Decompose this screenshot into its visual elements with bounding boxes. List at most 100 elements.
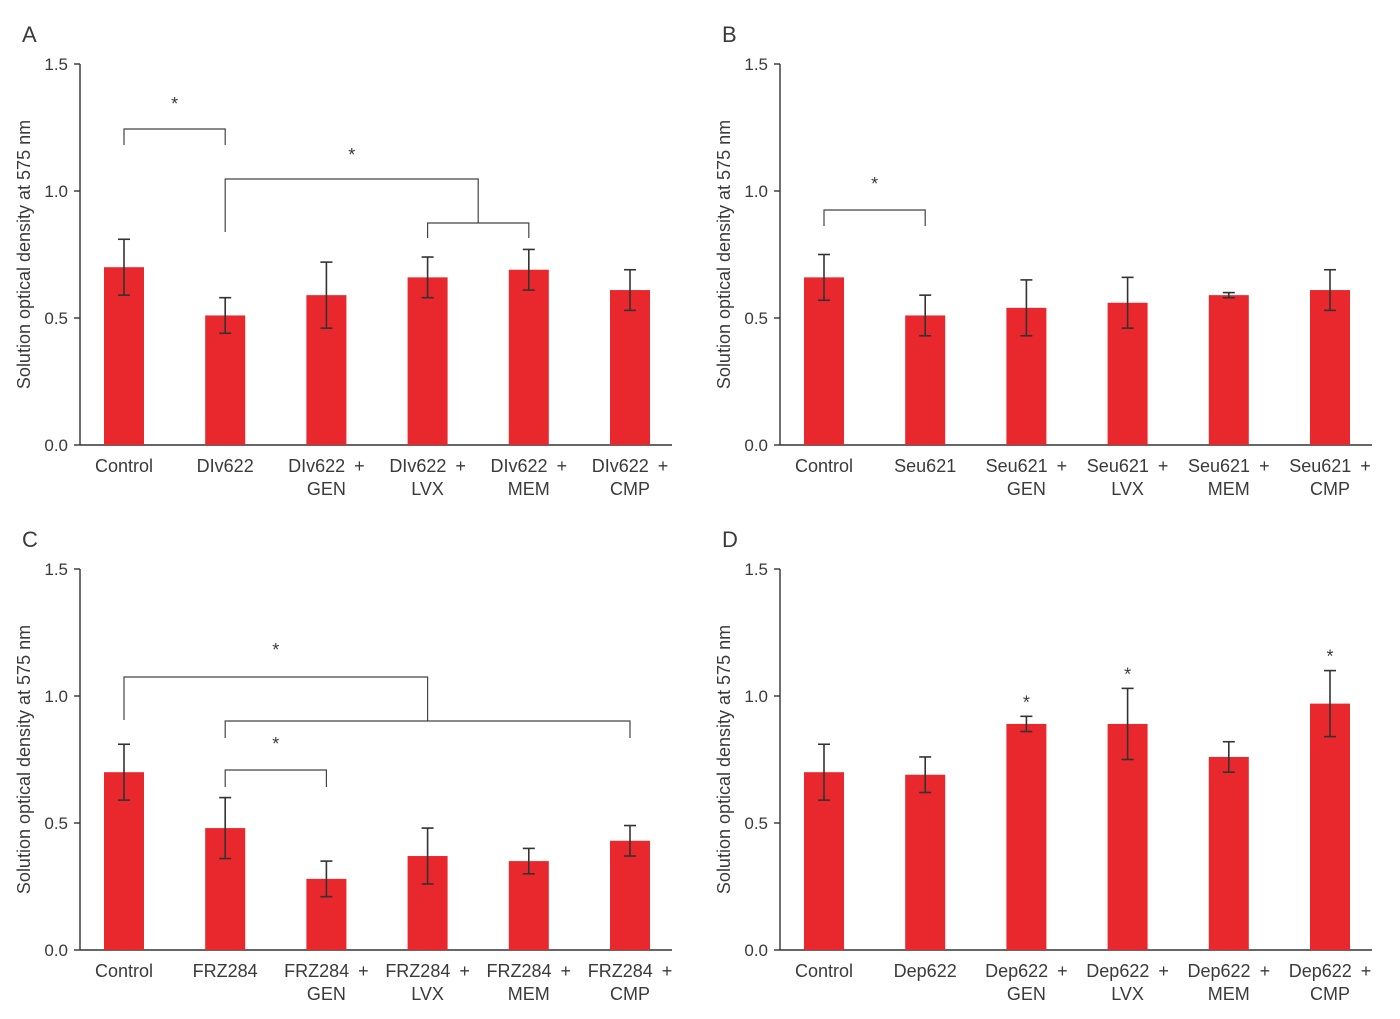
x-tick-label: Seu621 + — [1289, 456, 1371, 476]
y-tick-label: 0.0 — [44, 941, 68, 960]
x-tick-label: Dep622 — [894, 961, 957, 981]
bar — [1208, 295, 1249, 445]
x-tick-label: GEN — [307, 984, 346, 1004]
bar — [1310, 290, 1350, 445]
significance-bracket: * — [123, 640, 631, 738]
x-tick-label: LVX — [411, 479, 444, 499]
y-tick-label: 0.0 — [44, 436, 68, 455]
bar — [905, 315, 946, 445]
bar — [508, 269, 549, 445]
x-tick-label: Seu621 + — [1188, 456, 1270, 476]
x-tick-label: Control — [95, 456, 153, 476]
bar — [508, 861, 549, 950]
bar — [804, 772, 844, 950]
significance-star: * — [1023, 692, 1030, 712]
x-tick-label: LVX — [1111, 984, 1144, 1004]
x-tick-label: LVX — [411, 984, 444, 1004]
significance-bracket: * — [224, 145, 530, 238]
x-tick-label: MEM — [508, 479, 550, 499]
panel-a: A 0.0 0.5 1.0 1.5 Solution optical density at… — [14, 22, 672, 499]
x-tick-label: Seu621 + — [1087, 456, 1169, 476]
significance-bracket: * — [123, 94, 226, 145]
bar — [610, 840, 650, 950]
x-tick-label: CMP — [610, 984, 650, 1004]
x-tick-label: Control — [95, 961, 153, 981]
y-tick-label: 0.0 — [744, 941, 768, 960]
x-tick-label: CMP — [1310, 479, 1350, 499]
x-tick-label: DIv622 + — [592, 456, 669, 476]
x-tick-label: LVX — [1111, 479, 1144, 499]
x-tick-label: FRZ284 + — [487, 961, 572, 981]
y-tick-label: 1.5 — [44, 55, 68, 74]
bar — [104, 772, 144, 950]
x-tick-label: DIv622 + — [389, 456, 466, 476]
panel-letter: C — [22, 527, 38, 552]
y-tick-label: 0.5 — [744, 309, 768, 328]
y-tick-label: 1.0 — [44, 687, 68, 706]
y-tick-label: 1.0 — [44, 182, 68, 201]
x-tick-label: Dep622 + — [1188, 961, 1271, 981]
significance-bracket: * — [224, 734, 327, 787]
x-tick-label: GEN — [307, 479, 346, 499]
x-tick-label: MEM — [1208, 479, 1250, 499]
panel-d: D 0.0 0.5 1.0 1.5 Solution optical density at… — [714, 527, 1372, 1004]
x-tick-label: DIv622 + — [288, 456, 365, 476]
y-tick-label: 1.0 — [744, 687, 768, 706]
bar — [205, 315, 246, 445]
y-tick-label: 1.0 — [744, 182, 768, 201]
x-tick-label: CMP — [1310, 984, 1350, 1004]
x-tick-label: Dep622 + — [985, 961, 1068, 981]
x-tick-label: Dep622 + — [1086, 961, 1169, 981]
significance-star: * — [1124, 664, 1131, 684]
y-axis-label: Solution optical density at 575 nm — [714, 625, 734, 894]
y-tick-label: 1.5 — [744, 55, 768, 74]
y-axis-label: Solution optical density at 575 nm — [714, 120, 734, 389]
x-tick-label: DIv622 + — [491, 456, 568, 476]
bar — [804, 277, 844, 445]
bar — [1208, 756, 1249, 950]
bar — [407, 277, 448, 445]
x-tick-label: Control — [795, 456, 853, 476]
x-tick-label: FRZ284 + — [588, 961, 673, 981]
significance-star: * — [871, 174, 878, 194]
panel-letter: A — [22, 22, 37, 47]
x-tick-label: Seu621 + — [986, 456, 1068, 476]
x-tick-label: GEN — [1007, 479, 1046, 499]
x-tick-label: Control — [795, 961, 853, 981]
y-tick-label: 0.5 — [44, 309, 68, 328]
x-tick-label: FRZ284 + — [284, 961, 369, 981]
x-tick-label: FRZ284 — [193, 961, 258, 981]
y-tick-label: 0.5 — [744, 814, 768, 833]
x-tick-label: MEM — [1208, 984, 1250, 1004]
y-tick-label: 0.0 — [744, 436, 768, 455]
significance-star: * — [348, 145, 355, 165]
bar — [610, 290, 650, 445]
x-tick-label: FRZ284 + — [385, 961, 470, 981]
x-tick-label: MEM — [508, 984, 550, 1004]
significance-star: * — [171, 94, 178, 114]
bar — [905, 774, 946, 950]
significance-star: * — [272, 734, 279, 754]
panel-c: C 0.0 0.5 1.0 1.5 Solution optical density at… — [14, 527, 672, 1004]
panel-letter: D — [722, 527, 738, 552]
panel-b: B 0.0 0.5 1.0 1.5 Solution optical density at… — [714, 22, 1372, 499]
x-tick-label: Seu621 — [894, 456, 956, 476]
y-tick-label: 1.5 — [744, 560, 768, 579]
x-tick-label: DIv622 — [197, 456, 254, 476]
panel-letter: B — [722, 22, 737, 47]
y-tick-label: 0.5 — [44, 814, 68, 833]
y-axis-label: Solution optical density at 575 nm — [14, 625, 34, 894]
significance-bracket: * — [823, 174, 926, 226]
significance-star: * — [1326, 647, 1333, 667]
x-tick-label: CMP — [610, 479, 650, 499]
significance-star: * — [272, 640, 279, 660]
bar — [1006, 723, 1047, 950]
bar — [104, 267, 144, 445]
x-tick-label: Dep622 + — [1289, 961, 1372, 981]
x-tick-label: GEN — [1007, 984, 1046, 1004]
y-axis-label: Solution optical density at 575 nm — [14, 120, 34, 389]
y-tick-label: 1.5 — [44, 560, 68, 579]
bar — [1107, 723, 1148, 950]
bar — [1310, 703, 1350, 950]
